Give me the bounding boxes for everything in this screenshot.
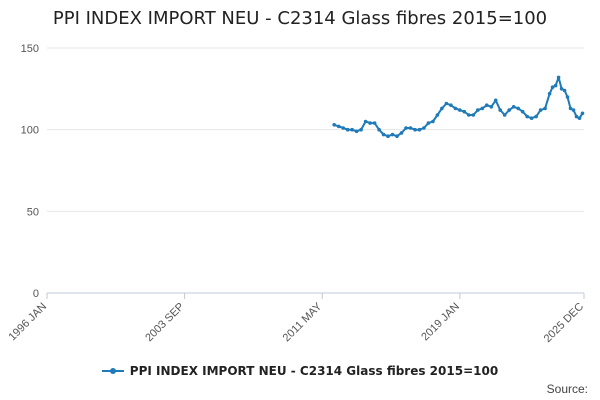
chart-title: PPI INDEX IMPORT NEU - C2314 Glass fibre… <box>52 8 548 29</box>
data-point <box>359 127 363 132</box>
data-point <box>345 127 350 132</box>
data-point <box>372 121 377 125</box>
data-point <box>538 108 543 112</box>
x-tick-label: 2011 MAY <box>281 300 325 344</box>
data-point <box>562 88 567 93</box>
data-point <box>444 101 449 106</box>
data-point <box>525 114 529 119</box>
data-point <box>404 126 408 130</box>
data-point <box>511 105 516 109</box>
data-point <box>417 127 422 132</box>
data-point <box>559 87 564 91</box>
legend-series-label: PPI INDEX IMPORT NEU - C2314 Glass fibre… <box>129 364 499 378</box>
data-point <box>493 98 498 103</box>
data-point <box>550 85 555 89</box>
data-point <box>467 113 471 117</box>
data-point <box>449 103 453 107</box>
data-point <box>565 95 570 99</box>
data-point <box>502 113 507 117</box>
data-point <box>471 113 476 117</box>
data-point <box>529 116 534 120</box>
data-point <box>381 132 386 137</box>
data-point <box>453 106 458 111</box>
data-point <box>516 106 520 111</box>
data-point <box>431 119 435 124</box>
data-point <box>571 108 576 112</box>
data-point <box>580 111 585 116</box>
data-point <box>386 134 390 138</box>
data-point <box>395 134 399 138</box>
data-point <box>534 114 538 119</box>
data-point <box>422 126 426 130</box>
data-point <box>543 106 547 111</box>
data-point <box>498 108 503 112</box>
data-point <box>520 109 525 114</box>
x-tick-label: 2019 JAN <box>419 301 462 344</box>
data-point <box>354 129 359 134</box>
data-point <box>413 127 417 132</box>
data-point <box>507 108 512 112</box>
source-label: Source: <box>546 382 588 396</box>
data-point <box>336 124 341 129</box>
legend-series-marker <box>101 366 124 376</box>
data-point <box>577 116 582 120</box>
data-point <box>435 113 440 117</box>
data-point <box>556 75 561 80</box>
data-point <box>350 127 354 132</box>
x-tick-label: 2025 DEC <box>542 301 586 345</box>
data-point <box>568 106 573 111</box>
data-point <box>476 108 480 112</box>
data-point <box>485 103 489 107</box>
y-tick-label: 0 <box>33 288 39 300</box>
data-point <box>377 127 381 132</box>
data-point <box>547 91 552 96</box>
x-tick-label: 1996 JAN <box>6 301 49 344</box>
data-point <box>462 109 467 114</box>
data-point <box>458 108 462 112</box>
data-point <box>341 126 346 130</box>
data-point <box>440 106 444 111</box>
y-tick-label: 100 <box>21 125 39 137</box>
data-point <box>480 106 485 111</box>
data-point <box>399 131 404 135</box>
data-point <box>553 83 558 88</box>
data-point <box>390 132 395 137</box>
y-tick-label: 50 <box>27 206 39 218</box>
data-point <box>332 123 337 127</box>
legend[interactable]: PPI INDEX IMPORT NEU - C2314 Glass fibre… <box>0 364 600 378</box>
x-tick-label: 2003 SEP <box>143 301 187 345</box>
data-point <box>368 121 372 125</box>
data-point <box>489 105 494 109</box>
data-point <box>363 119 368 124</box>
y-tick-label: 150 <box>21 43 39 55</box>
data-point <box>408 126 413 130</box>
data-point <box>574 114 579 119</box>
data-point <box>426 121 431 125</box>
